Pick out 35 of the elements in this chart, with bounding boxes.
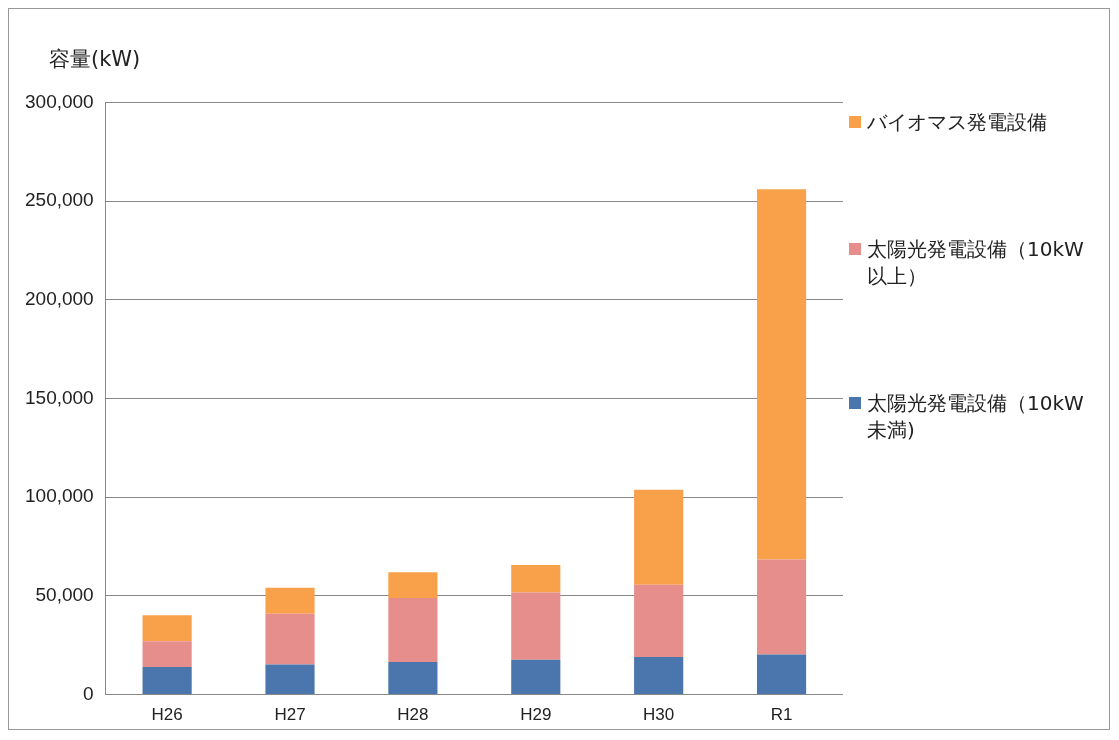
y-tick-label: 50,000	[35, 584, 94, 606]
bar	[142, 615, 192, 642]
bar	[388, 572, 438, 599]
bar	[511, 659, 561, 695]
y-tick-label: 300,000	[24, 90, 94, 112]
y-tick-label: 0	[83, 682, 94, 704]
x-tick-label: H30	[643, 705, 675, 725]
bar	[756, 189, 807, 560]
x-tick-label: H28	[397, 705, 429, 725]
y-axis-title: 容量(kW)	[49, 46, 141, 73]
x-tick-label: H29	[520, 705, 552, 725]
bar	[756, 559, 807, 655]
x-tick-label: R1	[770, 705, 793, 725]
bar	[634, 656, 684, 695]
bar	[511, 565, 561, 593]
bar	[388, 598, 438, 663]
y-tick-label: 100,000	[24, 485, 94, 507]
bar	[388, 662, 438, 695]
bar	[265, 613, 315, 665]
legend-label: 太陽光発電設備（10kW未満)	[867, 390, 1085, 444]
y-tick-label: 250,000	[24, 189, 94, 211]
bar	[634, 489, 684, 585]
bar	[142, 641, 192, 667]
bar	[265, 587, 315, 614]
legend-label: 太陽光発電設備（10kW以上）	[867, 236, 1085, 290]
bar	[142, 666, 192, 695]
bar	[634, 584, 684, 657]
bar	[756, 654, 807, 695]
bar	[265, 664, 315, 695]
bar	[511, 592, 561, 660]
x-tick-label: H27	[274, 705, 306, 725]
x-tick-label: H26	[151, 705, 183, 725]
y-tick-label: 150,000	[24, 386, 94, 408]
y-tick-label: 200,000	[24, 288, 94, 310]
legend-label: バイオマス発電設備	[867, 109, 1047, 136]
